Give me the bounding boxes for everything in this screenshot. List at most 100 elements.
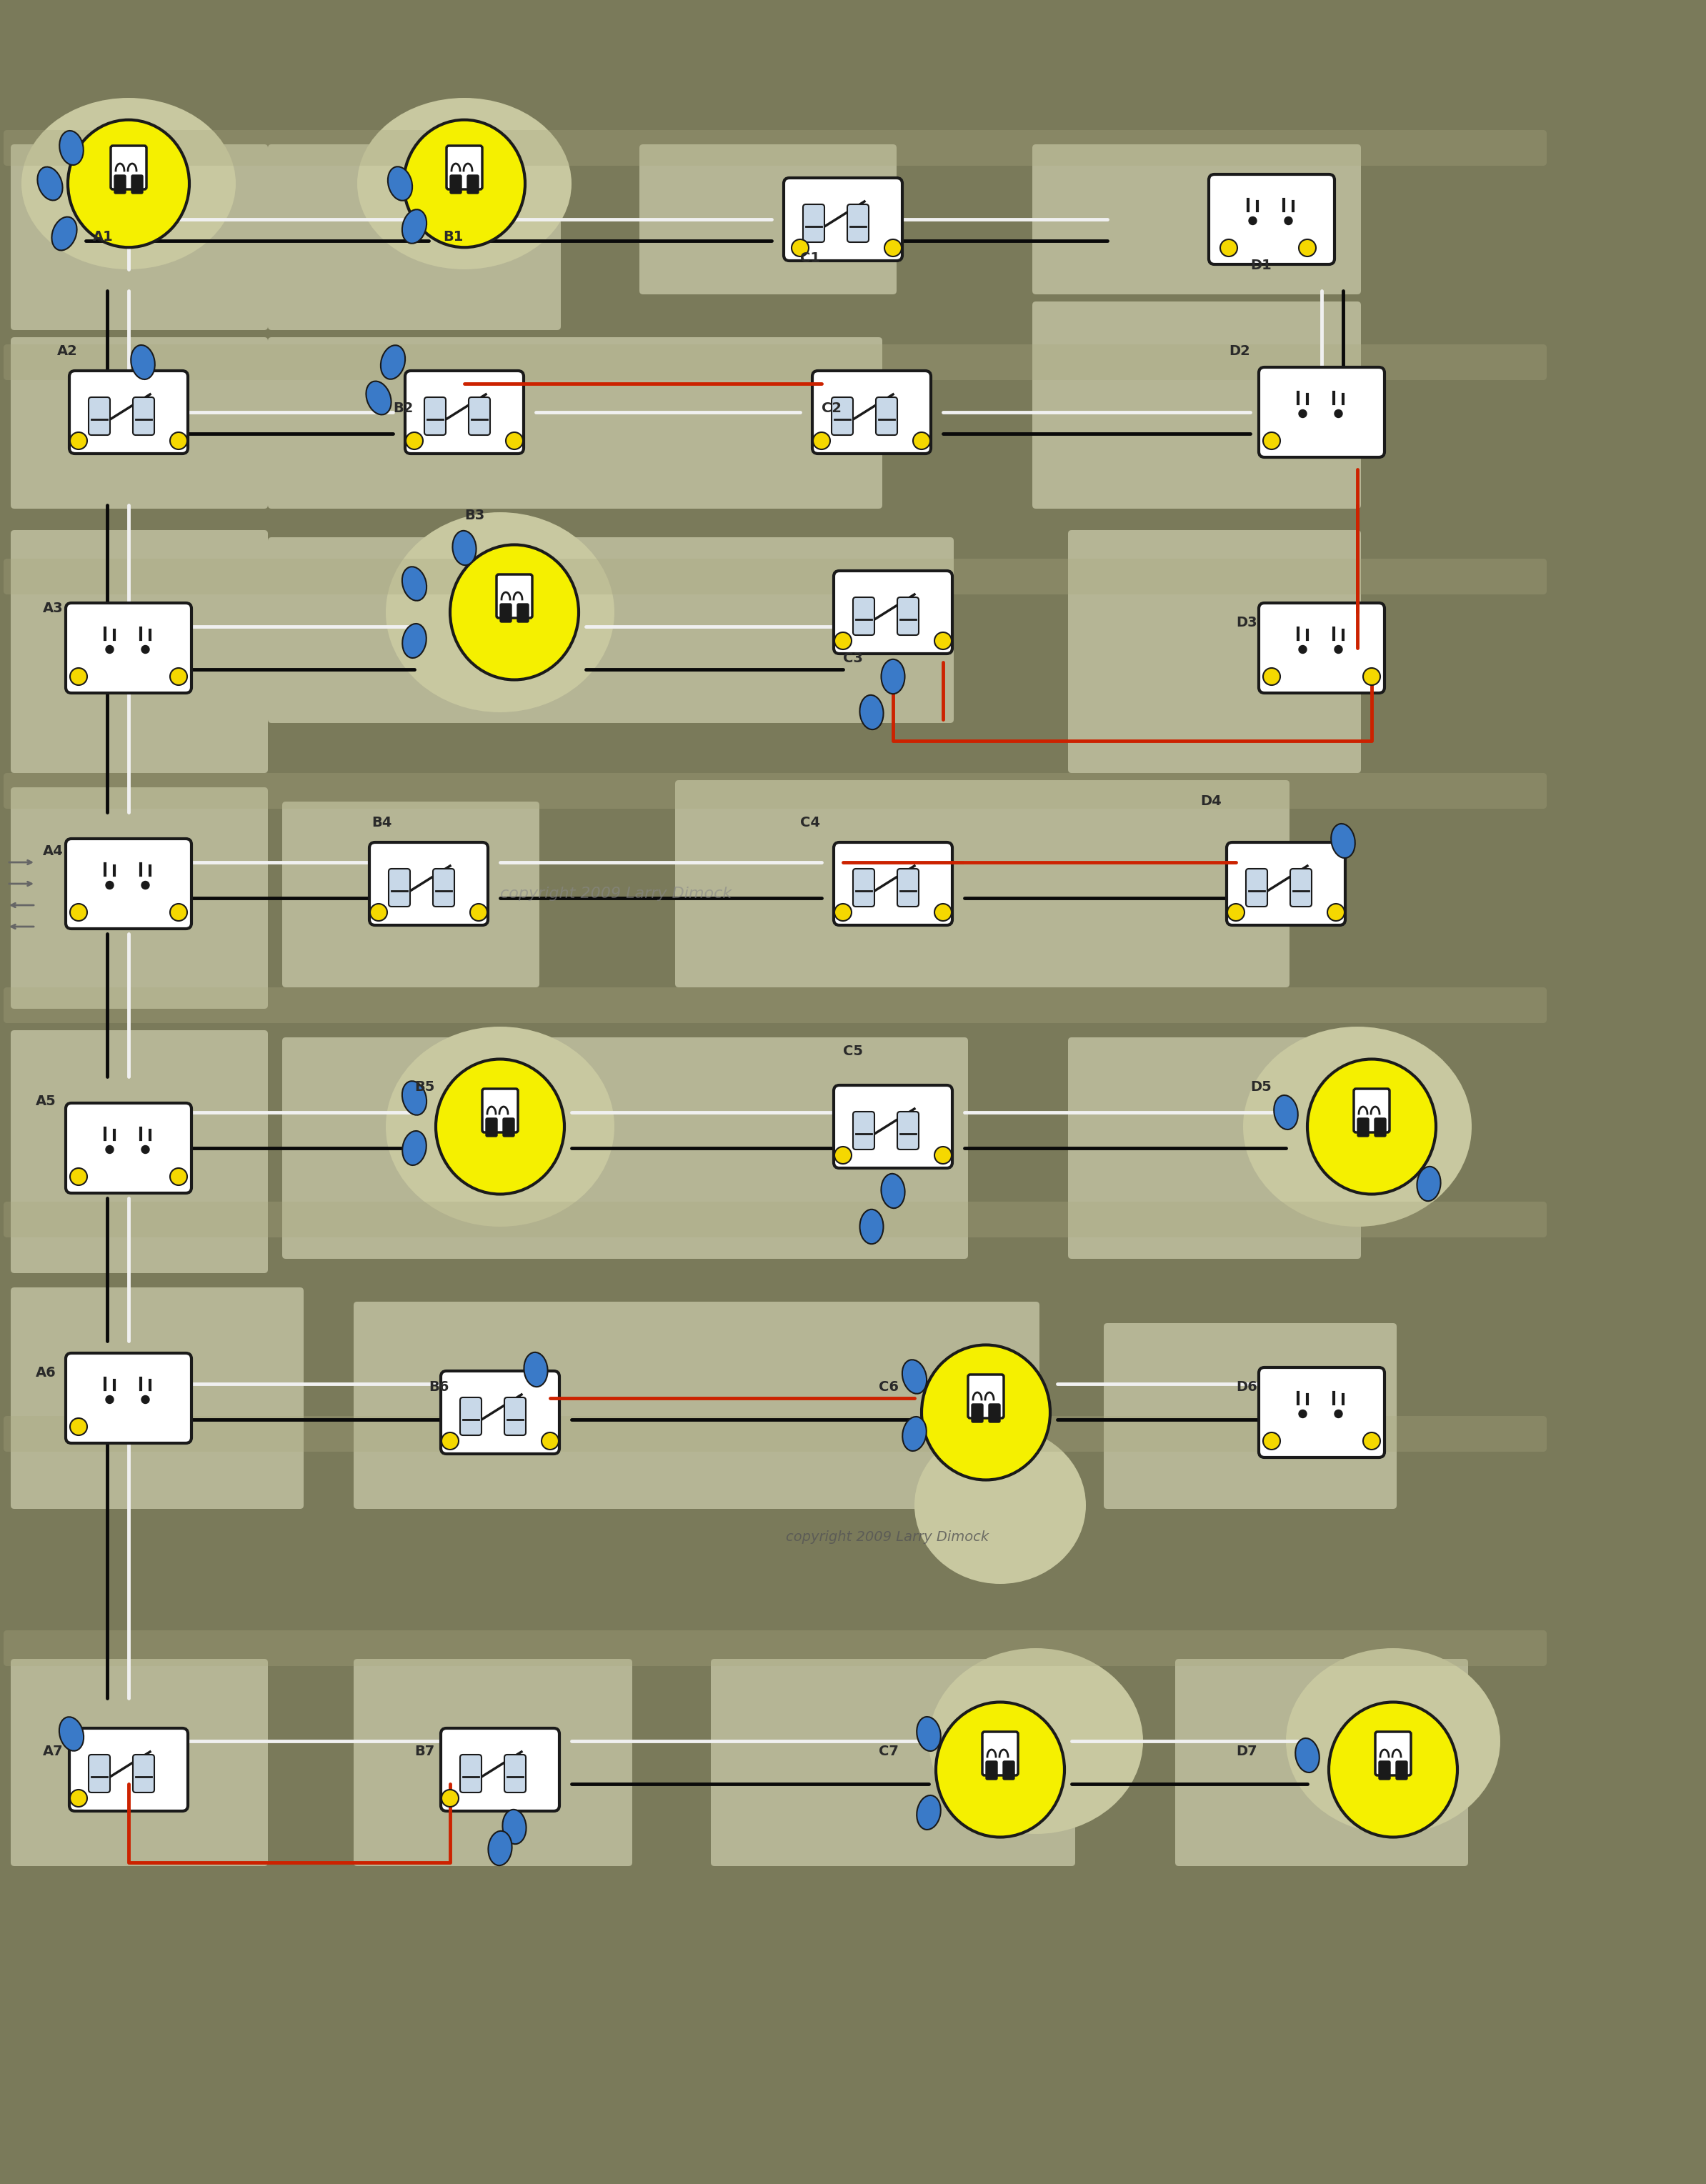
Text: B6: B6 xyxy=(428,1380,449,1393)
Ellipse shape xyxy=(916,1717,940,1752)
FancyBboxPatch shape xyxy=(404,371,524,454)
Circle shape xyxy=(935,904,952,922)
FancyBboxPatch shape xyxy=(70,371,188,454)
Text: B5: B5 xyxy=(415,1081,435,1094)
FancyBboxPatch shape xyxy=(67,839,191,928)
Circle shape xyxy=(70,904,87,922)
Circle shape xyxy=(1285,216,1293,225)
FancyBboxPatch shape xyxy=(89,397,109,435)
Text: A3: A3 xyxy=(43,601,63,616)
Text: D6: D6 xyxy=(1235,1380,1257,1393)
Circle shape xyxy=(1220,240,1237,256)
Circle shape xyxy=(1334,646,1343,653)
Circle shape xyxy=(171,1168,188,1186)
Circle shape xyxy=(70,432,87,450)
FancyBboxPatch shape xyxy=(3,773,1547,808)
Ellipse shape xyxy=(1286,1649,1500,1835)
Ellipse shape xyxy=(403,566,426,601)
Circle shape xyxy=(171,668,188,686)
FancyBboxPatch shape xyxy=(3,131,1547,166)
FancyBboxPatch shape xyxy=(804,205,824,242)
Ellipse shape xyxy=(902,1417,926,1450)
FancyBboxPatch shape xyxy=(268,336,882,509)
FancyBboxPatch shape xyxy=(70,1728,188,1811)
Circle shape xyxy=(913,432,930,450)
FancyBboxPatch shape xyxy=(433,869,454,906)
Ellipse shape xyxy=(68,120,189,247)
FancyBboxPatch shape xyxy=(1068,531,1361,773)
FancyBboxPatch shape xyxy=(111,146,147,190)
Circle shape xyxy=(1363,1433,1380,1450)
Circle shape xyxy=(1363,668,1380,686)
Ellipse shape xyxy=(357,98,572,269)
Ellipse shape xyxy=(403,1131,426,1166)
Ellipse shape xyxy=(367,382,391,415)
FancyBboxPatch shape xyxy=(133,397,154,435)
Circle shape xyxy=(70,1789,87,1806)
FancyBboxPatch shape xyxy=(1259,367,1385,456)
FancyBboxPatch shape xyxy=(1375,1118,1385,1136)
FancyBboxPatch shape xyxy=(853,1112,875,1149)
Ellipse shape xyxy=(60,131,84,166)
Circle shape xyxy=(834,904,851,922)
FancyBboxPatch shape xyxy=(67,1354,191,1444)
Circle shape xyxy=(541,1433,558,1450)
FancyBboxPatch shape xyxy=(10,1286,304,1509)
Text: C5: C5 xyxy=(843,1044,863,1057)
FancyBboxPatch shape xyxy=(1375,1732,1411,1776)
FancyBboxPatch shape xyxy=(1032,144,1361,295)
FancyBboxPatch shape xyxy=(268,537,954,723)
Circle shape xyxy=(142,646,150,653)
Text: A1: A1 xyxy=(92,229,113,245)
Ellipse shape xyxy=(1295,1738,1319,1773)
Text: A7: A7 xyxy=(43,1745,63,1758)
Circle shape xyxy=(1249,216,1257,225)
Text: C2: C2 xyxy=(822,402,841,415)
Ellipse shape xyxy=(131,345,155,380)
FancyBboxPatch shape xyxy=(3,1201,1547,1238)
FancyBboxPatch shape xyxy=(10,1031,268,1273)
Circle shape xyxy=(1327,904,1344,922)
Circle shape xyxy=(142,882,150,889)
FancyBboxPatch shape xyxy=(440,1372,560,1455)
FancyBboxPatch shape xyxy=(281,802,539,987)
Circle shape xyxy=(1334,411,1343,417)
Circle shape xyxy=(406,432,423,450)
Ellipse shape xyxy=(928,1649,1143,1835)
Circle shape xyxy=(471,904,488,922)
Circle shape xyxy=(106,882,114,889)
FancyBboxPatch shape xyxy=(1355,1090,1389,1131)
FancyBboxPatch shape xyxy=(1175,1660,1469,1865)
FancyBboxPatch shape xyxy=(1290,869,1312,906)
FancyBboxPatch shape xyxy=(10,531,268,773)
Circle shape xyxy=(171,904,188,922)
FancyBboxPatch shape xyxy=(875,397,897,435)
FancyBboxPatch shape xyxy=(897,869,920,906)
FancyBboxPatch shape xyxy=(10,786,268,1009)
FancyBboxPatch shape xyxy=(1032,301,1361,509)
FancyBboxPatch shape xyxy=(500,603,512,622)
Circle shape xyxy=(106,646,114,653)
Circle shape xyxy=(142,1147,150,1153)
FancyBboxPatch shape xyxy=(389,869,409,906)
FancyBboxPatch shape xyxy=(897,596,920,636)
FancyBboxPatch shape xyxy=(3,1629,1547,1666)
FancyBboxPatch shape xyxy=(1210,175,1334,264)
FancyBboxPatch shape xyxy=(831,397,853,435)
Circle shape xyxy=(814,432,831,450)
Circle shape xyxy=(106,1396,114,1404)
FancyBboxPatch shape xyxy=(1227,843,1346,926)
Text: B2: B2 xyxy=(392,402,413,415)
Text: A2: A2 xyxy=(58,345,78,358)
FancyBboxPatch shape xyxy=(972,1404,983,1422)
Ellipse shape xyxy=(452,531,476,566)
FancyBboxPatch shape xyxy=(67,1103,191,1192)
Ellipse shape xyxy=(937,1701,1065,1837)
Ellipse shape xyxy=(38,166,63,201)
FancyBboxPatch shape xyxy=(447,146,483,190)
Ellipse shape xyxy=(386,513,614,712)
FancyBboxPatch shape xyxy=(353,1302,1039,1509)
Ellipse shape xyxy=(914,1426,1087,1583)
FancyBboxPatch shape xyxy=(834,1085,952,1168)
Ellipse shape xyxy=(488,1830,512,1865)
